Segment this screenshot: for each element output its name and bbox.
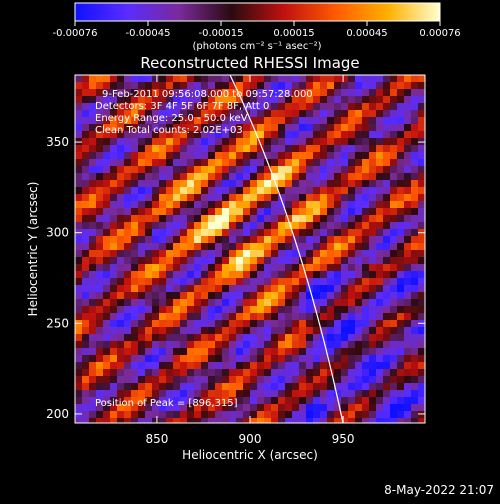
plot-title: Reconstructed RHESSI Image	[140, 54, 359, 72]
info-line: 9-Feb-2011 09:56:08.000 to 09:57:28.000	[102, 89, 313, 100]
colorbar-unit-label: (photons cm⁻² s⁻¹ asec⁻²)	[192, 41, 321, 52]
info-line: Energy Range: 25.0 - 50.0 keV	[95, 113, 248, 124]
x-axis-label: Heliocentric X (arcsec)	[182, 448, 318, 462]
colorbar-tick-label: 0.00076	[419, 28, 460, 39]
y-axis-ticks: 200 250 300 350	[46, 135, 425, 421]
y-axis-label: Heliocentric Y (arcsec)	[26, 182, 40, 317]
solar-limb-line	[229, 75, 344, 423]
x-tick-label: 850	[145, 432, 168, 446]
y-tick-label: 300	[46, 226, 69, 240]
info-line: Detectors: 3F 4F 5F 6F 7F 8F, Att 0	[95, 101, 269, 112]
timestamp: 8-May-2022 21:07	[384, 483, 494, 497]
colorbar-tick-label: -0.00076	[53, 28, 98, 39]
y-tick-label: 200	[46, 407, 69, 421]
rhessi-image	[75, 75, 425, 423]
colorbar	[74, 2, 441, 22]
info-block: 9-Feb-2011 09:56:08.000 to 09:57:28.000D…	[95, 89, 313, 136]
peak-position-label: Position of Peak = [896,315]	[95, 398, 238, 409]
colorbar-tick-label: 0.00045	[346, 28, 387, 39]
y-tick-label: 250	[46, 316, 69, 330]
x-tick-label: 950	[332, 432, 355, 446]
info-line: Clean Total counts: 2.02E+03	[95, 125, 243, 136]
y-tick-label: 350	[46, 135, 69, 149]
colorbar-tick-label: -0.00015	[199, 28, 244, 39]
x-axis-ticks: 850 900 950	[145, 75, 355, 446]
colorbar-tick-label: 0.00015	[273, 28, 314, 39]
colorbar-tick-label: -0.00045	[126, 28, 171, 39]
colorbar-ticks: -0.00076 -0.00045 -0.00015 0.00015 0.00045 0.…	[53, 21, 461, 39]
x-tick-label: 900	[239, 432, 262, 446]
